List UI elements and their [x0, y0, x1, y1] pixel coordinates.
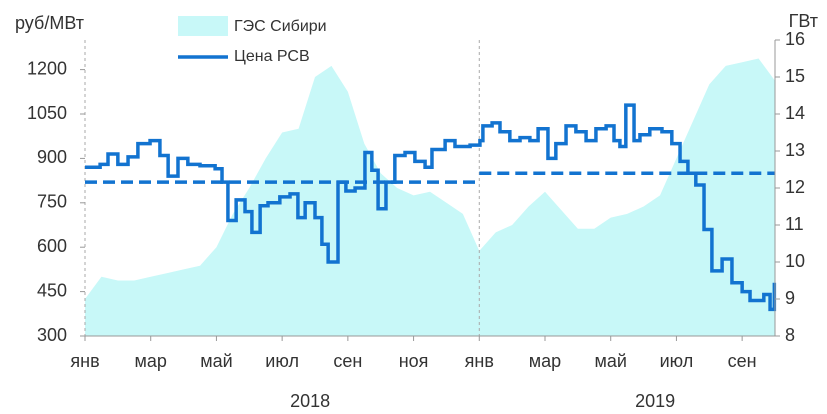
legend-swatch — [178, 16, 228, 36]
y-tick-label: 750 — [37, 192, 67, 212]
y-tick-label: 450 — [37, 280, 67, 300]
y-tick-label: 600 — [37, 236, 67, 256]
y-tick-label: 900 — [37, 147, 67, 167]
x-tick-label: май — [200, 351, 232, 371]
year-label: 2019 — [635, 391, 675, 411]
y-axis-label: руб/МВт — [15, 13, 84, 33]
y2-tick-label: 14 — [785, 103, 805, 123]
y2-tick-label: 16 — [785, 29, 805, 49]
y2-tick-label: 13 — [785, 140, 805, 160]
x-tick-label: май — [594, 351, 626, 371]
y-tick-label: 1200 — [27, 58, 67, 78]
year-label: 2018 — [290, 391, 330, 411]
y-tick-label: 1050 — [27, 103, 67, 123]
x-tick-label: июл — [660, 351, 694, 371]
y2-tick-label: 9 — [785, 288, 795, 308]
legend-label: ГЭС Сибири — [234, 18, 327, 35]
x-tick-label: мар — [135, 351, 167, 371]
y2-axis-label: ГВт — [789, 11, 818, 31]
y2-tick-label: 10 — [785, 251, 805, 271]
y2-tick-label: 11 — [785, 214, 804, 234]
x-tick-label: сен — [333, 351, 362, 371]
x-tick-label: янв — [70, 351, 99, 371]
x-tick-label: ноя — [399, 351, 429, 371]
y-tick-label: 300 — [37, 325, 67, 345]
y2-tick-label: 15 — [785, 66, 805, 86]
x-tick-label: июл — [265, 351, 299, 371]
y2-tick-label: 8 — [785, 325, 795, 345]
y2-tick-label: 12 — [785, 177, 805, 197]
x-tick-label: янв — [465, 351, 494, 371]
area — [85, 58, 775, 336]
legend-label: Цена РСВ — [234, 48, 310, 65]
x-tick-label: сен — [728, 351, 757, 371]
x-tick-label: мар — [529, 351, 561, 371]
price-line — [85, 103, 777, 312]
